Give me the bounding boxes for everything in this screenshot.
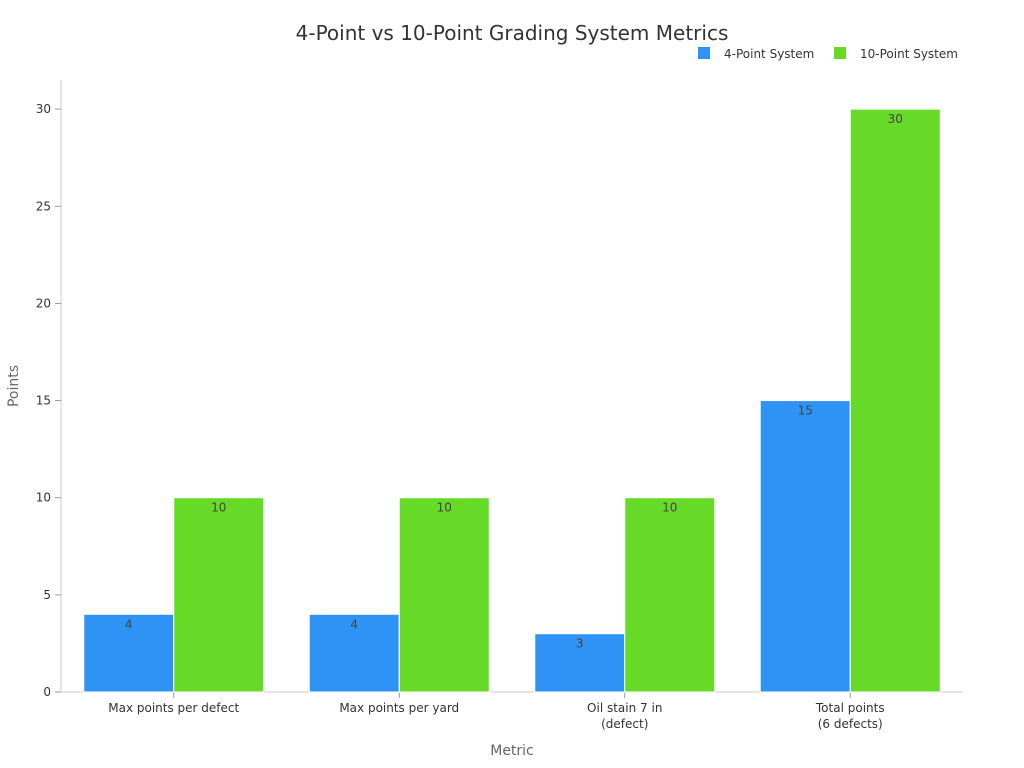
y-tick-label: 10 bbox=[36, 491, 51, 505]
bar-value-label: 4 bbox=[125, 617, 133, 631]
bar-four-point bbox=[308, 613, 400, 693]
y-axis-title: Points bbox=[6, 365, 22, 407]
bar-ten-point bbox=[624, 497, 716, 693]
legend-label: 4-Point System bbox=[724, 47, 814, 61]
chart-title: 4-Point vs 10-Point Grading System Metri… bbox=[296, 21, 729, 45]
x-tick-label: Total points (6 defects) bbox=[815, 701, 885, 731]
bar-four-point bbox=[534, 633, 626, 693]
x-axis-title: Metric bbox=[490, 743, 534, 759]
bar-four-point bbox=[83, 613, 175, 693]
y-tick-label: 20 bbox=[36, 296, 51, 310]
bar-value-label: 10 bbox=[662, 501, 677, 515]
x-tick-label-line: Total points bbox=[815, 701, 885, 715]
y-tick-label: 5 bbox=[43, 588, 51, 602]
bar-value-label: 4 bbox=[350, 617, 358, 631]
x-tick-label: Max points per defect bbox=[108, 701, 239, 715]
legend-swatch bbox=[834, 47, 846, 59]
bar-ten-point bbox=[849, 108, 941, 693]
legend-swatch bbox=[698, 47, 710, 59]
bar-value-label: 3 bbox=[576, 637, 584, 651]
y-axis-ticks: 0 5 10 15 20 25 30 bbox=[36, 102, 61, 699]
x-tick-label-line: (defect) bbox=[601, 717, 648, 731]
bar-four-point bbox=[759, 400, 851, 693]
bar-value-label: 10 bbox=[211, 501, 226, 515]
legend: 4-Point System 10-Point System bbox=[698, 47, 958, 61]
x-tick-label-line: Oil stain 7 in bbox=[587, 701, 662, 715]
x-tick-label-line: Max points per defect bbox=[108, 701, 239, 715]
bar-value-label: 30 bbox=[888, 112, 903, 126]
bar-value-label: 15 bbox=[798, 404, 813, 418]
x-tick-label-line: (6 defects) bbox=[818, 717, 883, 731]
y-tick-label: 30 bbox=[36, 102, 51, 116]
bar-ten-point bbox=[173, 497, 265, 693]
y-tick-label: 0 bbox=[43, 685, 51, 699]
bar-value-label: 10 bbox=[437, 501, 452, 515]
y-tick-label: 25 bbox=[36, 199, 51, 213]
x-axis-ticks: Max points per defect Max points per yard… bbox=[108, 692, 885, 731]
data-labels: 4 10 4 10 3 10 15 30 bbox=[125, 112, 903, 651]
y-tick-label: 15 bbox=[36, 394, 51, 408]
x-tick-label-line: Max points per yard bbox=[339, 701, 459, 715]
x-tick-label: Oil stain 7 in (defect) bbox=[587, 701, 662, 731]
legend-label: 10-Point System bbox=[860, 47, 958, 61]
bar-ten-point bbox=[398, 497, 490, 693]
bars bbox=[83, 108, 941, 693]
x-tick-label: Max points per yard bbox=[339, 701, 459, 715]
